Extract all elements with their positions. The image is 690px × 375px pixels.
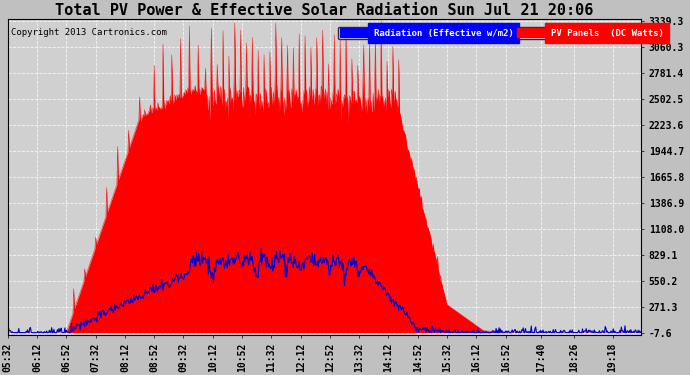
Title: Total PV Power & Effective Solar Radiation Sun Jul 21 20:06: Total PV Power & Effective Solar Radiati…	[55, 3, 593, 18]
Legend: Radiation (Effective w/m2), PV Panels  (DC Watts): Radiation (Effective w/m2), PV Panels (D…	[338, 27, 666, 39]
Text: Copyright 2013 Cartronics.com: Copyright 2013 Cartronics.com	[11, 28, 167, 38]
